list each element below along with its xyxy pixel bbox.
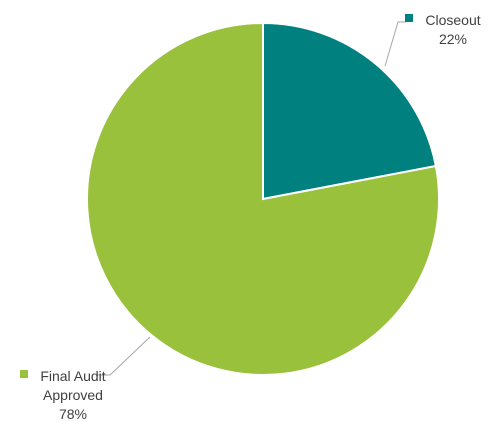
slice-label-closeout: Closeout 22% bbox=[425, 12, 480, 47]
leader-line-final-audit-approved bbox=[96, 336, 151, 376]
slice-category-label: Approved bbox=[43, 387, 103, 403]
pie-slice-closeout bbox=[262, 21, 438, 201]
leader-line-closeout bbox=[384, 21, 406, 67]
legend-swatch-closeout bbox=[405, 14, 413, 22]
slice-category-label: Final Audit bbox=[40, 368, 105, 384]
slice-value-label: 78% bbox=[59, 406, 87, 422]
legend-swatch-final-audit-approved bbox=[20, 370, 28, 378]
slice-labels: Closeout 22% Final Audit Approved 78% bbox=[20, 12, 481, 422]
leader-lines bbox=[96, 21, 406, 376]
slice-value-label: 22% bbox=[439, 31, 467, 47]
slice-category-label: Closeout bbox=[425, 12, 480, 28]
pie-slice-final-audit-approved bbox=[86, 21, 440, 376]
pie-slices bbox=[86, 21, 440, 376]
slice-label-final-audit-approved: Final Audit Approved 78% bbox=[40, 368, 105, 422]
